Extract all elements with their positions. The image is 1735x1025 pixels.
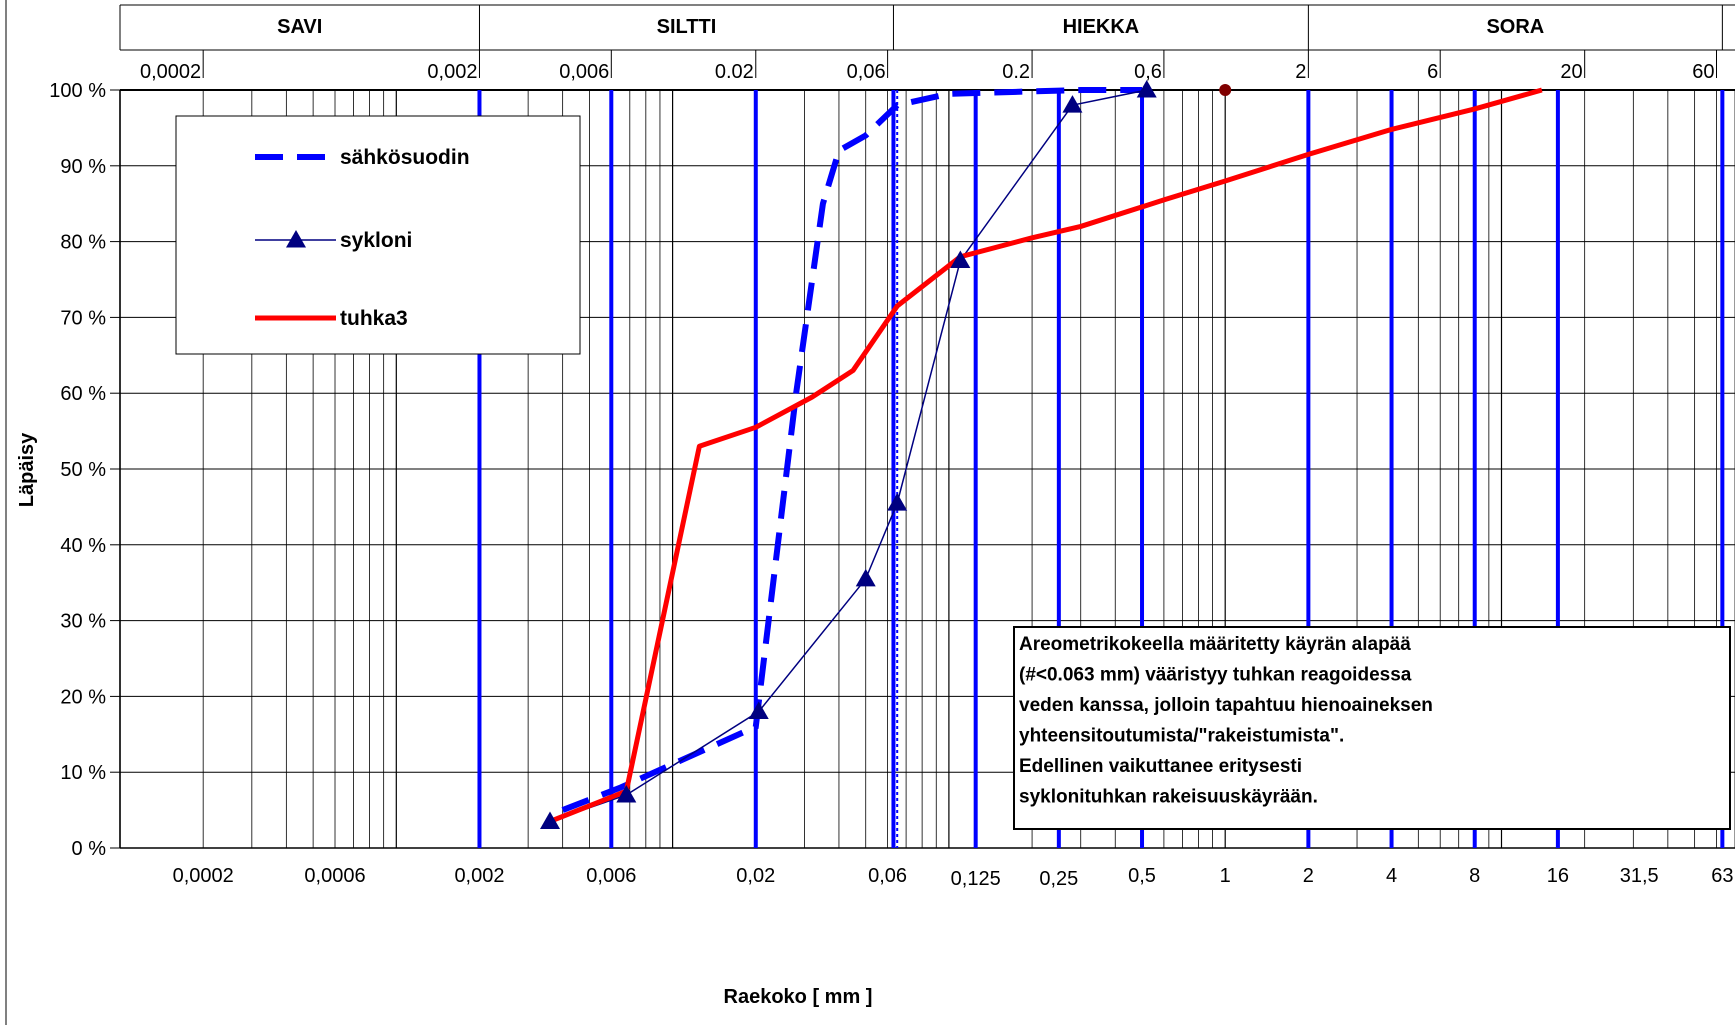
top-tick-label: 0,6 — [1134, 61, 1162, 83]
legend-box — [175, 115, 581, 355]
bottom-tick-label: 2 — [1303, 865, 1314, 887]
zone-label: HIEKKA — [1063, 16, 1140, 38]
y-axis-label: Läpäisy — [16, 432, 38, 507]
bottom-tick-label: 8 — [1469, 865, 1480, 887]
top-tick-label: 0,002 — [427, 61, 477, 83]
bottom-tick-label: 0,0006 — [304, 865, 365, 887]
top-tick-label: 0,006 — [559, 61, 609, 83]
triangle-marker — [1062, 95, 1083, 113]
bottom-tick-label: 0,06 — [868, 865, 907, 887]
triangle-marker — [855, 568, 876, 587]
x-axis-label: Raekoko [ mm ] — [724, 986, 873, 1008]
annotation-line: syklonituhkan rakeisuuskäyrään. — [1019, 787, 1318, 808]
top-tick-label: 20 — [1560, 61, 1582, 83]
legend-label: sähkösuodin — [340, 146, 470, 169]
y-tick-label: 60 % — [60, 383, 106, 405]
zone-header: SAVI SILTTI HIEKKA SORA — [119, 4, 1735, 51]
bottom-tick-label: 0,25 — [1039, 868, 1078, 890]
point-marker — [1219, 84, 1232, 96]
top-tick-label: 0,06 — [847, 61, 886, 83]
triangle-marker — [286, 230, 306, 248]
y-tick-label: 20 % — [60, 686, 106, 708]
bottom-tick-labels: 0,0002 0,0006 0,002 0,006 0,02 0,06 0,125 0,25 0… — [173, 865, 1734, 890]
y-tick-label: 10 % — [60, 762, 106, 784]
zone-label: SILTTI — [657, 16, 717, 38]
y-tick-labels: 0 % 10 % 20 % 30 % 40 % 50 % 60 % 70 % 80 % 90 % 1… — [49, 80, 106, 860]
y-tick-label: 90 % — [60, 156, 106, 178]
triangle-marker — [887, 493, 908, 511]
y-tick-label: 80 % — [60, 232, 106, 254]
bottom-tick-label: 4 — [1386, 865, 1397, 887]
legend: sähkösuodin sykloni tuhka3 — [175, 115, 581, 355]
series-lines — [549, 87, 1543, 824]
series-tuhka3-line — [549, 87, 1543, 824]
annotation-line: (#<0.063 mm) vääristyy tuhkan reagoidess… — [1019, 665, 1412, 686]
zone-label: SAVI — [277, 16, 322, 38]
legend-label: sykloni — [340, 229, 412, 252]
top-tick-label: 60 — [1692, 61, 1714, 83]
bottom-tick-label: 16 — [1547, 865, 1569, 887]
annotation-rect — [1013, 626, 1731, 830]
series-sykloni-line — [549, 89, 1147, 823]
annotation-line: Areometrikokeella määritetty käyrän alap… — [1019, 634, 1411, 655]
top-tick-label: 0.02 — [715, 61, 754, 83]
bottom-tick-label: 31,5 — [1620, 865, 1659, 887]
bottom-tick-label: 0,002 — [454, 865, 504, 887]
annotation-box: Areometrikokeella määritetty käyrän alap… — [1013, 626, 1731, 830]
series-markers — [540, 80, 1232, 829]
top-tick-label: 6 — [1427, 61, 1438, 83]
bottom-tick-label: 1 — [1220, 865, 1231, 887]
bottom-tick-label: 0,02 — [736, 865, 775, 887]
top-tick-label: 2 — [1295, 61, 1306, 83]
zone-label: SORA — [1486, 16, 1544, 38]
y-tick-label: 30 % — [60, 611, 106, 633]
triangle-marker — [540, 811, 561, 829]
top-tick-label: 0.2 — [1002, 61, 1030, 83]
bottom-tick-label: 0,125 — [951, 868, 1001, 890]
y-tick-label: 50 % — [60, 459, 106, 481]
annotation-line: veden kanssa, jolloin tapahtuu hienoaine… — [1019, 695, 1433, 716]
bottom-tick-label: 0,006 — [586, 865, 636, 887]
triangle-marker — [950, 250, 971, 269]
y-tick-label: 70 % — [60, 307, 106, 329]
top-tick-labels: 0,0002 0,002 0,006 0.02 0,06 0.2 0,6 2 6 20 60 — [140, 50, 1718, 83]
legend-label: tuhka3 — [340, 307, 408, 330]
triangle-marker — [616, 784, 637, 803]
y-tick-label: 40 % — [60, 535, 106, 557]
top-tick-label: 0,0002 — [140, 61, 201, 83]
bottom-tick-label: 63 — [1711, 865, 1733, 887]
y-tick-label: 100 % — [49, 80, 106, 102]
y-tick-label: 0 % — [72, 838, 107, 860]
annotation-line: Edellinen vaikuttanee eritysesti — [1019, 756, 1302, 777]
triangle-marker — [1136, 80, 1157, 98]
triangle-marker — [748, 701, 769, 720]
bottom-tick-label: 0,0002 — [173, 865, 234, 887]
bottom-tick-label: 0,5 — [1128, 865, 1156, 887]
annotation-line: yhteensitoutumista/"rakeistumista". — [1019, 726, 1344, 747]
